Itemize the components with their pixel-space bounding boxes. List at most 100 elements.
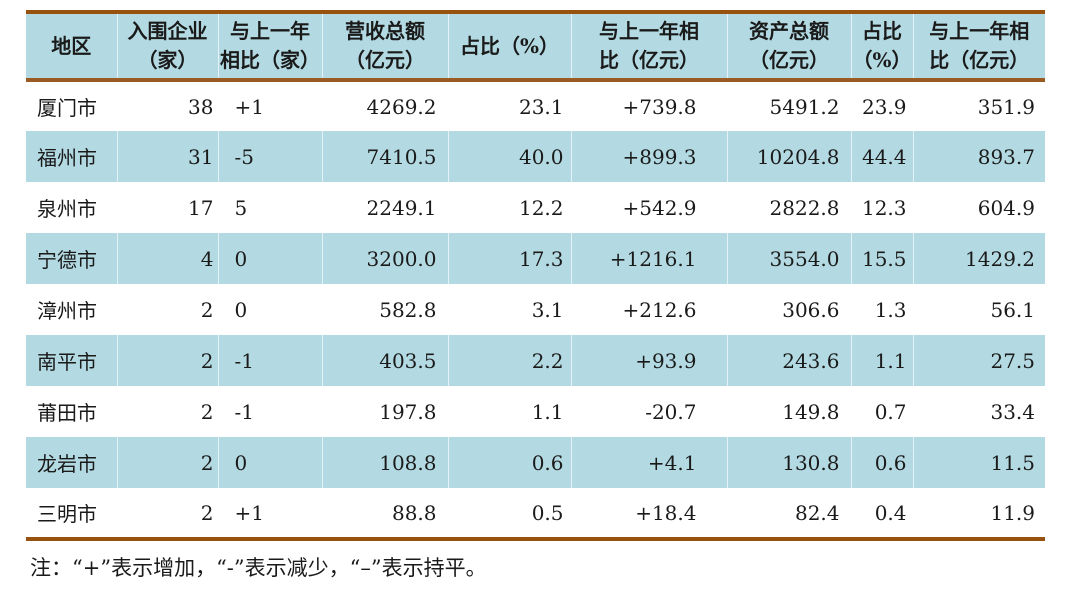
value-cell-assets-share: 12.3 — [851, 182, 914, 233]
value-cell-assets-yoy: 33.4 — [990, 399, 1035, 424]
value-cell-assets-yoy: 11.9 — [990, 500, 1035, 525]
value-cell-enterprises-yoy: -5 — [218, 131, 323, 182]
column-header-line: 与上一年相 — [929, 19, 1030, 43]
value-cell-enterprises-yoy: 5 — [218, 182, 323, 233]
value-cell-revenue-share: 40.0 — [448, 131, 572, 182]
value-cell-assets: 10204.8 — [727, 131, 852, 182]
column-header-line: （%） — [852, 48, 912, 72]
column-header-assets-share: 占比 （%） — [851, 12, 914, 80]
value-cell-revenue: 582.8 — [322, 284, 449, 335]
value-cell-revenue-share: 0.6 — [448, 437, 572, 488]
value-cell-revenue-yoy: +1216.1 — [571, 233, 728, 284]
value-cell-assets-share: 23.9 — [851, 80, 914, 131]
value-cell-revenue-yoy: +542.9 — [571, 182, 728, 233]
value-cell-revenue: 197.8 — [322, 386, 449, 437]
column-header-enterprises: 入围企业 （家） — [117, 12, 219, 80]
value-cell-assets-share: 0.6 — [851, 437, 914, 488]
value-cell-revenue: 4269.2 — [322, 80, 449, 131]
column-header-assets: 资产总额 （亿元） — [727, 12, 852, 80]
value-cell-revenue-share: 0.5 — [448, 488, 572, 539]
value-cell-assets-share: 0.4 — [851, 488, 914, 539]
value-cell-revenue-yoy: +899.3 — [571, 131, 728, 182]
value-cell-revenue: 3200.0 — [322, 233, 449, 284]
value-cell-enterprises-yoy: -1 — [218, 335, 323, 386]
value-cell-assets-share: 0.7 — [851, 386, 914, 437]
column-header-enterprises-yoy: 与上一年 相比（家） — [218, 12, 323, 80]
column-header-line: 营收总额 — [345, 19, 425, 43]
region-cell: 宁德市 — [26, 233, 118, 284]
column-header-line: （亿元） — [749, 48, 829, 72]
region-cell: 龙岩市 — [26, 437, 118, 488]
value-cell-enterprises: 2 — [117, 386, 219, 437]
value-cell-enterprises-yoy: +1 — [218, 488, 323, 539]
value-cell-enterprises: 2 — [117, 437, 219, 488]
column-header-revenue-share: 占比（%） — [448, 12, 572, 80]
value-cell-revenue-yoy: +93.9 — [571, 335, 728, 386]
table-row: 漳州市 2 0 582.8 3.1 +212.6 306.6 1.3 56.1 — [26, 284, 1045, 335]
value-cell-assets-yoy: 27.5 — [990, 348, 1035, 373]
region-cell: 泉州市 — [26, 182, 118, 233]
column-header-line: 比（亿元） — [929, 48, 1030, 72]
column-header-revenue-yoy: 与上一年相 比（亿元） — [571, 12, 728, 80]
value-cell-assets-yoy: 1429.2 — [965, 246, 1035, 271]
table-row: 厦门市 38 +1 4269.2 23.1 +739.8 5491.2 23.9 351.9 — [26, 80, 1045, 131]
value-cell-revenue-yoy: +4.1 — [571, 437, 728, 488]
region-cell: 厦门市 — [26, 80, 118, 131]
value-cell-revenue-share: 2.2 — [448, 335, 572, 386]
region-cell: 三明市 — [26, 488, 118, 539]
value-cell-assets: 306.6 — [727, 284, 852, 335]
region-cell: 福州市 — [26, 131, 118, 182]
value-cell-assets: 82.4 — [727, 488, 852, 539]
value-cell-assets-share: 1.3 — [851, 284, 914, 335]
table-row: 泉州市 17 5 2249.1 12.2 +542.9 2822.8 12.3 604.9 — [26, 182, 1045, 233]
value-cell-enterprises-yoy: 0 — [218, 233, 323, 284]
value-cell-enterprises: 2 — [117, 335, 219, 386]
value-cell-enterprises-yoy: -1 — [218, 386, 323, 437]
value-cell-enterprises: 31 — [117, 131, 219, 182]
column-header-line: 占比（%） — [459, 33, 559, 58]
value-cell-revenue-share: 1.1 — [448, 386, 572, 437]
value-cell-revenue-share: 3.1 — [448, 284, 572, 335]
value-cell-revenue-share: 17.3 — [448, 233, 572, 284]
column-header-line: （家） — [137, 48, 198, 72]
value-cell-enterprises-yoy: 0 — [218, 437, 323, 488]
value-cell-revenue: 108.8 — [322, 437, 449, 488]
value-cell-assets-yoy: 604.9 — [977, 195, 1035, 220]
value-cell-assets-yoy: 11.5 — [990, 450, 1035, 475]
table-row: 南平市 2 -1 403.5 2.2 +93.9 243.6 1.1 27.5 — [26, 335, 1045, 386]
column-header-line: 相比（家） — [220, 48, 320, 72]
table-row: 龙岩市 2 0 108.8 0.6 +4.1 130.8 0.6 11.5 — [26, 437, 1045, 488]
value-cell-revenue-yoy: +18.4 — [571, 488, 728, 539]
column-header-revenue: 营收总额 （亿元） — [322, 12, 449, 80]
value-cell-assets: 5491.2 — [727, 80, 852, 131]
value-cell-enterprises: 38 — [117, 80, 219, 131]
region-cell: 漳州市 — [26, 284, 118, 335]
table-head: 地区 入围企业 （家） 与上一年 相比（家） 营收总额 （亿元） 占比（%） 与上一年相 比（亿元… — [26, 12, 1045, 80]
value-cell-assets: 243.6 — [727, 335, 852, 386]
value-cell-revenue: 88.8 — [322, 488, 449, 539]
value-cell-assets: 2822.8 — [727, 182, 852, 233]
value-cell-assets: 3554.0 — [727, 233, 852, 284]
column-header-line: 入围企业 — [127, 19, 208, 43]
column-header-line: 地区 — [51, 33, 92, 58]
value-cell-revenue-share: 12.2 — [448, 182, 572, 233]
column-header-assets-yoy: 与上一年相比（亿元） — [913, 12, 1045, 80]
value-cell-revenue-yoy: +739.8 — [571, 80, 728, 131]
footnote: 注：“+”表示增加，“-”表示减少，“–”表示持平。 — [30, 556, 487, 580]
table-header-row: 地区 入围企业 （家） 与上一年 相比（家） 营收总额 （亿元） 占比（%） 与上一年相 比（亿元… — [26, 12, 1045, 80]
value-cell-assets-share: 1.1 — [851, 335, 914, 386]
column-header-region: 地区 — [26, 12, 118, 80]
value-cell-revenue: 403.5 — [322, 335, 449, 386]
region-data-table-wrap: 地区 入围企业 （家） 与上一年 相比（家） 营收总额 （亿元） 占比（%） 与上一年相 比（亿元… — [26, 10, 1045, 541]
value-cell-assets-share: 44.4 — [851, 131, 914, 182]
value-cell-assets-yoy: 56.1 — [990, 297, 1035, 322]
value-cell-assets-share: 15.5 — [851, 233, 914, 284]
column-header-line: 与上一年相 — [599, 19, 699, 43]
table-row: 福州市 31 -5 7410.5 40.0 +899.3 10204.8 44.4 893.7 — [26, 131, 1045, 182]
value-cell-assets: 149.8 — [727, 386, 852, 437]
value-cell-enterprises: 17 — [117, 182, 219, 233]
value-cell-assets: 130.8 — [727, 437, 852, 488]
column-header-line: 占比 — [862, 19, 902, 43]
value-cell-enterprises: 4 — [117, 233, 219, 284]
